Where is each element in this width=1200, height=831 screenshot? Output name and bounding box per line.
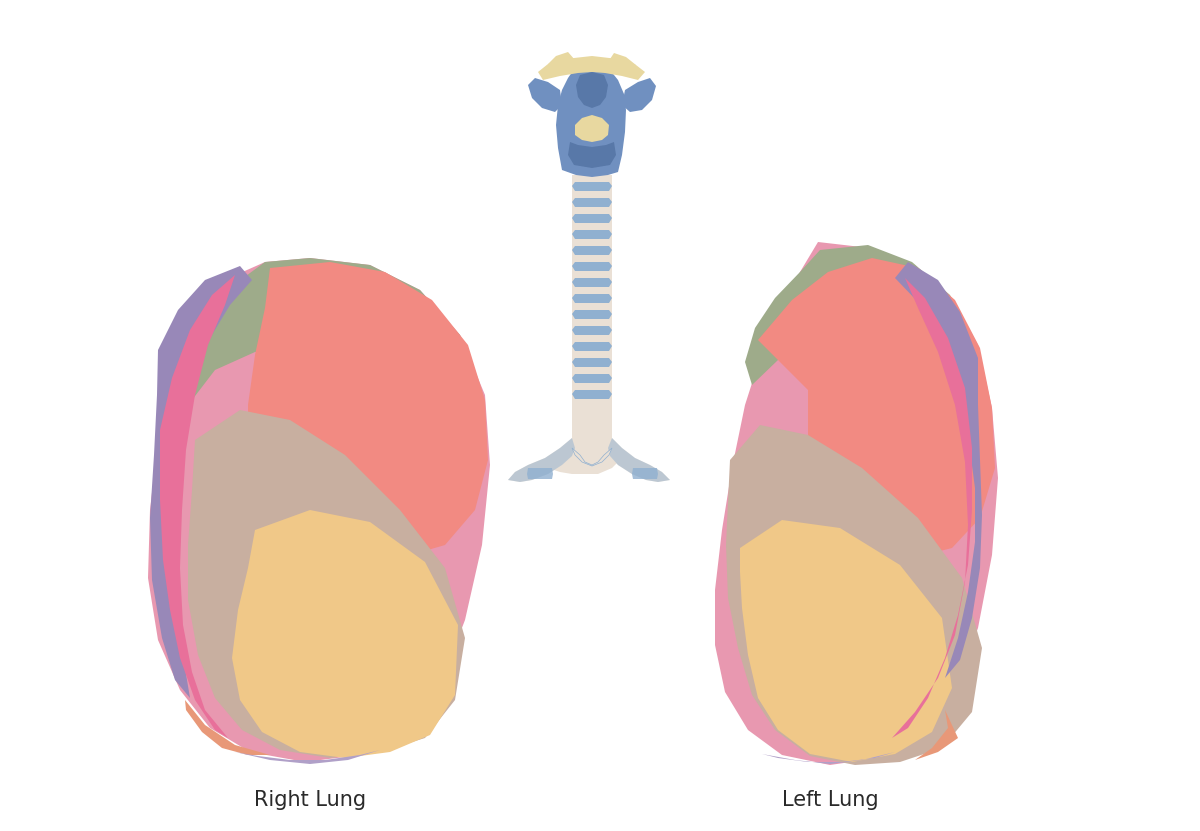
Polygon shape [762,752,895,764]
Polygon shape [572,182,612,191]
Polygon shape [548,52,575,72]
Polygon shape [572,278,612,287]
Polygon shape [185,258,480,420]
Polygon shape [895,262,982,678]
Polygon shape [572,294,612,303]
Polygon shape [632,468,658,479]
Polygon shape [715,242,998,765]
Polygon shape [527,468,553,479]
Text: Left Lung: Left Lung [781,790,878,810]
Polygon shape [892,278,972,738]
Polygon shape [575,115,610,142]
Polygon shape [235,750,380,764]
Polygon shape [148,258,490,762]
Polygon shape [538,56,646,80]
Polygon shape [150,266,252,698]
Polygon shape [548,175,622,474]
Polygon shape [608,438,670,482]
Polygon shape [608,53,636,72]
Polygon shape [160,275,235,738]
Polygon shape [572,390,612,399]
Polygon shape [508,438,575,482]
Polygon shape [572,262,612,271]
Polygon shape [248,262,488,558]
Polygon shape [622,78,656,112]
Polygon shape [916,710,958,760]
Polygon shape [726,425,982,765]
Polygon shape [572,448,612,466]
Polygon shape [572,326,612,335]
Polygon shape [572,310,612,319]
Polygon shape [745,245,988,435]
Polygon shape [576,72,608,108]
Text: Right Lung: Right Lung [254,790,366,810]
Polygon shape [568,142,616,168]
Polygon shape [608,438,670,482]
Polygon shape [758,258,995,558]
Polygon shape [572,342,612,351]
Polygon shape [572,374,612,383]
Polygon shape [572,198,612,207]
Polygon shape [572,246,612,255]
Polygon shape [232,510,458,758]
Polygon shape [185,700,270,755]
Polygon shape [572,358,612,367]
Polygon shape [188,410,466,758]
Polygon shape [528,78,562,112]
Polygon shape [740,520,952,762]
Polygon shape [572,214,612,223]
Polygon shape [572,230,612,239]
Polygon shape [556,59,626,177]
Polygon shape [508,438,575,482]
